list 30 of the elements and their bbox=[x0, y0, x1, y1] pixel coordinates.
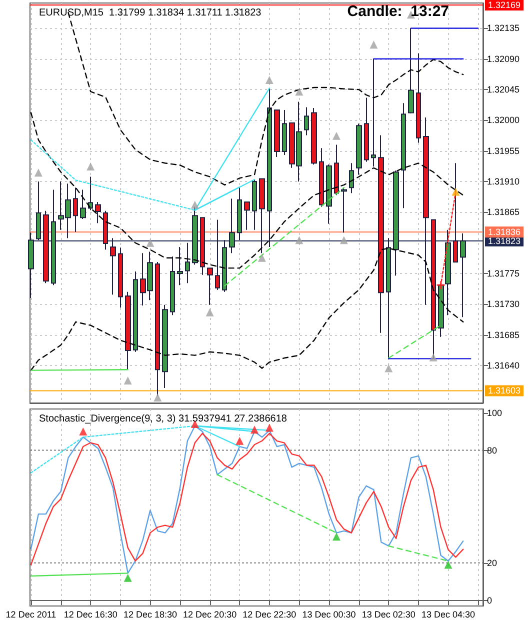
x-tick-label: 13 Dec 04:30 bbox=[421, 610, 476, 620]
x-tick-label: 12 Dec 2011 bbox=[6, 610, 56, 620]
x-tick-label: 12 Dec 18:30 bbox=[123, 610, 177, 620]
y-tick-label: 100 bbox=[487, 408, 502, 418]
y-tick-label: 1.31730 bbox=[487, 299, 520, 310]
x-tick-label: 12 Dec 16:30 bbox=[64, 610, 118, 620]
chart-title: Stochastic_Divergence(9, 3, 3) 31.5937941 27.2386618 bbox=[39, 414, 288, 424]
chart-title: EURUSD,M15 1.31799 1.31834 1.31711 1.31823 bbox=[39, 8, 262, 18]
ref-line-label: 1.31836 bbox=[488, 226, 521, 237]
ref-line-label: 1.31823 bbox=[488, 236, 521, 246]
x-tick-label: 13 Dec 00:30 bbox=[302, 610, 356, 620]
y-tick-label: 1.32000 bbox=[487, 115, 520, 126]
y-tick-label: 1.31685 bbox=[487, 330, 520, 340]
y-tick-label: 1.31910 bbox=[487, 176, 520, 187]
y-tick-label: 20 bbox=[487, 558, 498, 568]
y-tick-label: 1.31640 bbox=[487, 360, 520, 371]
ref-line-label: 1.31603 bbox=[488, 386, 521, 396]
x-tick-label: 12 Dec 20:30 bbox=[183, 610, 237, 620]
ref-line-label: 1.32169 bbox=[488, 0, 521, 10]
annotation: Candle: 13:27 bbox=[347, 3, 450, 20]
y-tick-label: 1.31955 bbox=[487, 146, 520, 156]
x-tick-label: 13 Dec 02:30 bbox=[362, 610, 416, 620]
y-tick-label: 1.31865 bbox=[487, 207, 520, 218]
y-tick-label: 1.32135 bbox=[487, 23, 520, 34]
y-tick-label: 1.32090 bbox=[487, 54, 520, 64]
x-tick-label: 12 Dec 22:30 bbox=[242, 610, 296, 620]
y-tick-label: 0 bbox=[487, 595, 492, 606]
y-tick-label: 80 bbox=[487, 445, 498, 456]
y-tick-label: 1.31775 bbox=[487, 268, 520, 279]
y-tick-label: 1.32045 bbox=[487, 84, 520, 95]
